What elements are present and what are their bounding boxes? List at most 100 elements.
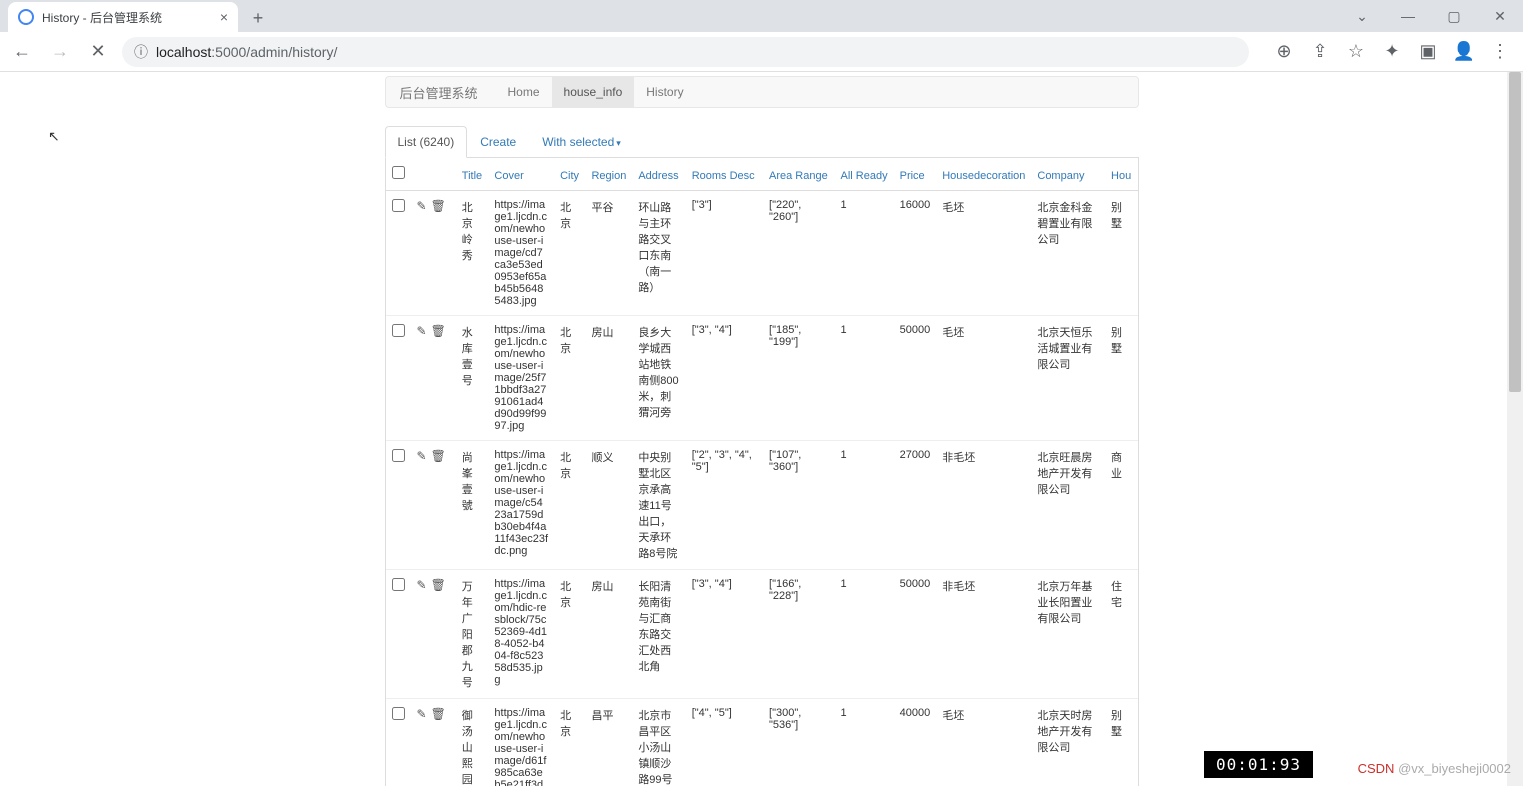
window-minimize-icon[interactable]: — [1385,0,1431,32]
col-rooms-desc[interactable]: Rooms Desc [686,158,763,191]
cell-deco: 毛坯 [936,699,1031,786]
browser-tab[interactable]: History - 后台管理系统 × [8,2,238,32]
cell-rooms: ["4", "5"] [686,699,763,786]
cell-area: ["300", "536"] [763,699,835,786]
delete-icon[interactable]: 🗑 [431,707,446,721]
col-price[interactable]: Price [894,158,937,191]
tab-title: History - 后台管理系统 [42,9,162,26]
cell-region: 昌平 [585,699,632,786]
browser-toolbar: ← → ✕ ⓘ localhost:5000/admin/history/ ⊕ … [0,32,1523,72]
col-company[interactable]: Company [1031,158,1105,191]
nav-home[interactable]: Home [496,77,552,107]
cell-title: 万年广阳郡九号 [456,570,489,699]
col-all-ready[interactable]: All Ready [835,158,894,191]
cell-company: 北京金科金碧置业有限公司 [1031,191,1105,316]
cell-city: 北京 [554,316,585,441]
cell-area: ["166", "228"] [763,570,835,699]
cell-hou: 别墅 [1105,699,1137,786]
nav-stop-icon[interactable]: ✕ [84,38,112,66]
cell-ready: 1 [835,441,894,570]
cell-company: 北京天恒乐活城置业有限公司 [1031,316,1105,441]
nav-back-icon[interactable]: ← [8,38,36,66]
cell-deco: 毛坯 [936,316,1031,441]
nav-house-info[interactable]: house_info [552,77,635,107]
delete-icon[interactable]: 🗑 [431,199,446,213]
delete-icon[interactable]: 🗑 [431,324,446,338]
edit-icon[interactable]: ✎ [417,449,427,463]
window-close-icon[interactable]: ✕ [1477,0,1523,32]
col-housedecoration[interactable]: Housedecoration [936,158,1031,191]
scrollbar-thumb[interactable] [1509,72,1521,392]
cell-city: 北京 [554,699,585,786]
tab-list[interactable]: List (6240) [385,126,468,158]
cell-deco: 非毛坯 [936,570,1031,699]
delete-icon[interactable]: 🗑 [431,578,446,592]
admin-navbar: 后台管理系统 Home house_info History [385,76,1139,108]
row-checkbox[interactable] [392,324,405,337]
window-maximize-icon[interactable]: ▢ [1431,0,1477,32]
edit-icon[interactable]: ✎ [417,199,427,213]
cell-cover: https://image1.ljcdn.com/newhouse-user-i… [488,316,554,441]
nav-history-label: History [646,85,683,99]
tab-with-selected[interactable]: With selected▾ [529,126,634,158]
list-tabs: List (6240) Create With selected▾ [385,126,1139,158]
edit-icon[interactable]: ✎ [417,707,427,721]
cell-rooms: ["3", "4"] [686,316,763,441]
vertical-scrollbar[interactable] [1507,72,1523,786]
cell-price: 16000 [894,191,937,316]
col-region[interactable]: Region [585,158,632,191]
row-checkbox[interactable] [392,199,405,212]
cell-price: 50000 [894,570,937,699]
nav-history[interactable]: History [634,77,695,107]
data-table-wrap: Title Cover City Region Address Rooms De… [385,158,1139,786]
tab-close-icon[interactable]: × [220,9,228,25]
cell-price: 50000 [894,316,937,441]
cell-address: 环山路与主环路交叉口东南（南一路） [632,191,685,316]
col-hou[interactable]: Hou [1105,158,1137,191]
col-city[interactable]: City [554,158,585,191]
tab-list-label: List (6240) [398,135,455,149]
tab-create[interactable]: Create [467,126,529,158]
nav-home-label: Home [508,85,540,99]
row-checkbox[interactable] [392,449,405,462]
row-checkbox[interactable] [392,707,405,720]
cell-title: 水库壹号 [456,316,489,441]
cell-hou: 商业 [1105,441,1137,570]
col-title[interactable]: Title [456,158,489,191]
nav-forward-icon[interactable]: → [46,38,74,66]
tab-favicon [18,9,34,25]
col-area-range[interactable]: Area Range [763,158,835,191]
edit-icon[interactable]: ✎ [417,324,427,338]
share-icon[interactable]: ⇪ [1305,38,1335,66]
delete-icon[interactable]: 🗑 [431,449,446,463]
extensions-icon[interactable]: ✦ [1377,38,1407,66]
table-row: ✎ 🗑 水库壹号https://image1.ljcdn.com/newhouse-… [386,316,1138,441]
browser-menu-icon[interactable]: ⋮ [1485,38,1515,66]
col-address[interactable]: Address [632,158,685,191]
select-all-checkbox[interactable] [392,166,405,179]
navbar-brand[interactable]: 后台管理系统 [400,83,478,102]
site-info-icon[interactable]: ⓘ [134,42,148,62]
profile-icon[interactable]: 👤 [1449,38,1479,66]
new-tab-button[interactable]: + [244,4,272,32]
window-dropdown-icon[interactable]: ⌄ [1339,0,1385,32]
address-bar[interactable]: ⓘ localhost:5000/admin/history/ [122,37,1249,67]
cell-cover: https://image1.ljcdn.com/hdic-resblock/7… [488,570,554,699]
cell-ready: 1 [835,316,894,441]
zoom-icon[interactable]: ⊕ [1269,38,1299,66]
cell-region: 房山 [585,316,632,441]
cell-area: ["220", "260"] [763,191,835,316]
cell-company: 北京万年基业长阳置业有限公司 [1031,570,1105,699]
cell-rooms: ["3", "4"] [686,570,763,699]
bookmark-icon[interactable]: ☆ [1341,38,1371,66]
sidepanel-icon[interactable]: ▣ [1413,38,1443,66]
cell-hou: 别墅 [1105,316,1137,441]
cell-ready: 1 [835,570,894,699]
row-checkbox[interactable] [392,578,405,591]
cell-city: 北京 [554,191,585,316]
page-viewport: ↖ 后台管理系统 Home house_info History List (6… [0,72,1523,786]
cell-title: 尚峯壹號 [456,441,489,570]
data-table: Title Cover City Region Address Rooms De… [386,158,1138,786]
edit-icon[interactable]: ✎ [417,578,427,592]
col-cover[interactable]: Cover [488,158,554,191]
